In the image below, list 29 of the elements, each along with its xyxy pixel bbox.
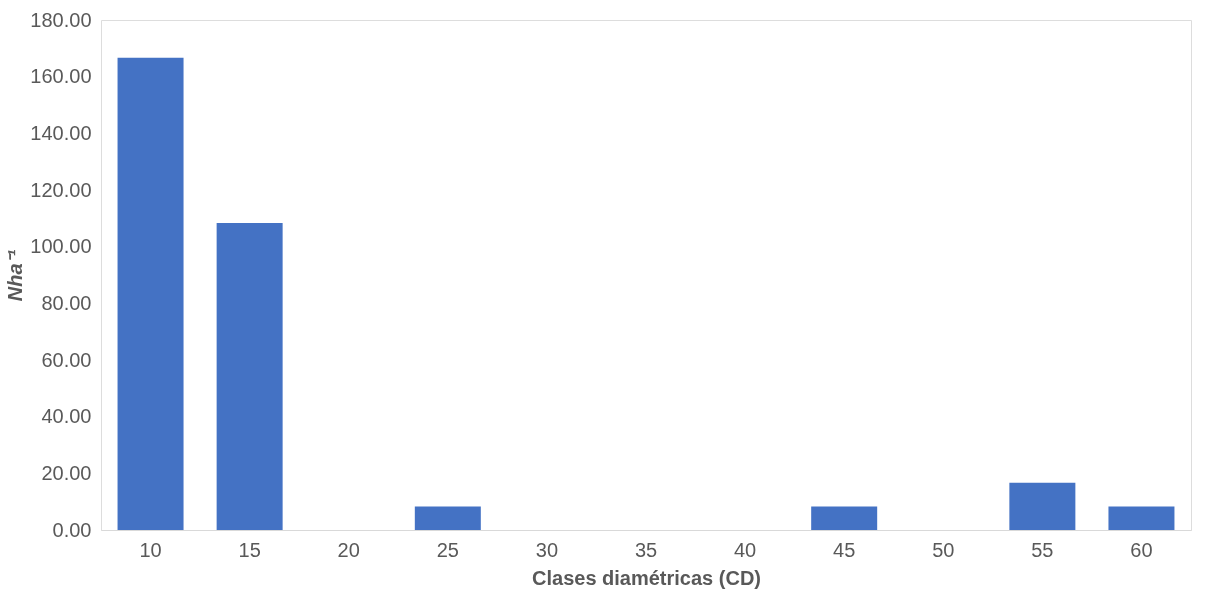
x-tick-label: 55 [1031,538,1054,561]
x-tick-label: 30 [535,538,559,561]
y-tick-label: 80.00 [41,291,92,314]
x-axis-title: Clases diamétricas (CD) [532,566,761,589]
bar [1009,482,1076,530]
y-tick-label: 180.00 [30,8,92,31]
x-tick-label: 20 [337,538,360,561]
bar [216,223,283,530]
y-tick-label: 160.00 [30,65,92,88]
x-tick-label: 15 [238,538,261,561]
y-tick-label: 40.00 [41,405,92,428]
bar [414,506,481,530]
y-tick-label: 100.00 [30,235,92,258]
y-tick-label: 60.00 [41,348,92,371]
x-tick-label: 40 [733,538,757,561]
bar [811,506,878,530]
x-tick-label: 60 [1130,538,1153,561]
x-tick-label: 25 [436,538,459,561]
x-tick-label: 10 [139,538,162,561]
y-tick-label: 20.00 [41,461,92,484]
y-axis-title: Nha⁻¹ [4,249,27,302]
y-tick-label: 140.00 [30,121,92,144]
y-tick-label: 0.00 [52,518,92,541]
bar [1108,506,1175,530]
x-tick-label: 45 [833,538,856,561]
x-tick-label: 35 [634,538,658,561]
y-tick-label: 120.00 [30,178,92,201]
x-tick-label: 50 [932,538,955,561]
bar [117,57,184,530]
